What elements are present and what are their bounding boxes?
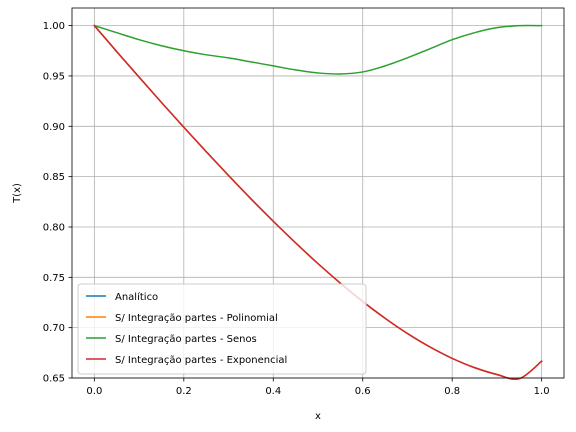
x-axis-label: x: [315, 411, 321, 422]
x-tick-label: 0.0: [86, 386, 102, 397]
series-line-3: [93, 24, 543, 380]
legend-entry-0: Analítico: [115, 291, 158, 303]
legend: Analítico S/ Integração partes - Polinomi…: [77, 283, 367, 375]
series-line-2: [93, 24, 543, 75]
plot-frame: [71, 7, 565, 379]
x-tick-label: 0.8: [444, 386, 460, 397]
series-lines: [93, 24, 543, 380]
y-tick-label: 0.65: [43, 374, 65, 385]
x-tick-label: 0.2: [176, 386, 192, 397]
x-tick-label: 0.4: [265, 386, 281, 397]
legend-entry-1: S/ Integração partes - Polinomial: [115, 313, 278, 324]
legend-box: [77, 283, 367, 375]
y-tick-label: 0.70: [43, 323, 65, 334]
y-tick-label: 0.90: [43, 122, 65, 133]
axis-ticks: 0.0 0.2 0.4 0.6 0.8 1.0 0.65 0.70 0.75 0.80 0.85 0.…: [43, 21, 550, 397]
y-tick-label: 0.75: [43, 273, 65, 284]
x-tick-label: 1.0: [534, 386, 550, 397]
legend-entry-2: S/ Integração partes - Senos: [115, 334, 257, 345]
legend-entry-3: S/ Integração partes - Exponencial: [115, 355, 287, 366]
x-tick-label: 0.6: [355, 386, 371, 397]
y-axis-label: T(x): [12, 183, 23, 204]
y-tick-label: 0.95: [43, 71, 65, 82]
y-tick-label: 1.00: [43, 21, 65, 32]
y-tick-label: 0.85: [43, 172, 65, 183]
y-tick-label: 0.80: [43, 222, 65, 233]
